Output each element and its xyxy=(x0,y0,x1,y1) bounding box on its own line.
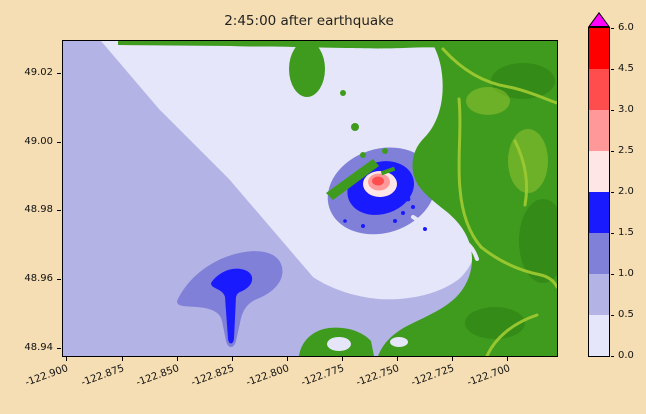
x-tick-label: -122.800 xyxy=(244,363,291,389)
colorbar-tick-mark xyxy=(611,28,614,29)
colorbar-tick-mark xyxy=(611,233,614,234)
colorbar-band xyxy=(589,274,609,315)
colorbar-tick-mark xyxy=(611,274,614,275)
tidal-channel xyxy=(411,215,479,261)
x-tick-mark xyxy=(397,357,399,361)
x-tick-mark xyxy=(452,357,454,361)
colorbar-tick-mark xyxy=(611,315,614,316)
x-tick-label: -122.700 xyxy=(465,363,512,389)
colorbar-tick-mark xyxy=(611,110,614,111)
x-tick-mark xyxy=(231,357,233,361)
colorbar-tick-mark xyxy=(611,69,614,70)
x-tick-label: -122.900 xyxy=(24,363,71,389)
map-svg xyxy=(63,41,557,356)
colorbar-tick-label: 2.5 xyxy=(618,145,634,156)
plot-title: 2:45:00 after earthquake xyxy=(224,13,394,29)
x-tick-label: -122.875 xyxy=(79,363,126,389)
x-tick-mark xyxy=(286,357,288,361)
colorbar-tick-label: 4.5 xyxy=(618,63,634,74)
colorbar-tick-label: 1.0 xyxy=(618,268,634,279)
map-plot-area xyxy=(62,40,558,357)
y-tick-mark xyxy=(57,72,61,74)
x-tick-mark xyxy=(507,357,509,361)
colorbar-band xyxy=(589,315,609,356)
x-tick-mark xyxy=(342,357,344,361)
x-tick-label: -122.775 xyxy=(299,363,346,389)
blue-wave-patch xyxy=(177,251,283,347)
colorbar-band xyxy=(589,233,609,274)
y-tick-mark xyxy=(57,141,61,143)
river-lines xyxy=(441,47,557,356)
colorbar-band xyxy=(589,110,609,151)
colorbar-band xyxy=(589,151,609,192)
x-tick-label: -122.725 xyxy=(410,363,457,389)
y-tick-label: 49.00 xyxy=(24,135,53,147)
colorbar-tick-label: 0.0 xyxy=(618,350,634,361)
colorbar-tick-label: 0.5 xyxy=(618,309,634,320)
x-tick-label: -122.825 xyxy=(189,363,236,389)
colorbar-band xyxy=(589,28,609,69)
x-tick-mark xyxy=(176,357,178,361)
x-tick-mark xyxy=(121,357,123,361)
y-tick-mark xyxy=(57,348,61,350)
y-tick-label: 48.98 xyxy=(24,204,53,216)
x-tick-mark xyxy=(66,357,68,361)
colorbar-tick-label: 2.0 xyxy=(618,186,634,197)
land-shading xyxy=(465,63,557,339)
lagoons xyxy=(327,337,408,351)
colorbar-over-arrow-icon xyxy=(588,12,610,27)
colorbar-tick-mark xyxy=(611,356,614,357)
colorbar-tick-mark xyxy=(611,151,614,152)
x-tick-label: -122.850 xyxy=(134,363,181,389)
y-tick-label: 49.02 xyxy=(24,66,53,78)
bay-water xyxy=(101,41,493,300)
y-tick-mark xyxy=(57,279,61,281)
colorbar-tick-label: 3.0 xyxy=(618,104,634,115)
y-tick-label: 48.94 xyxy=(24,342,53,354)
wave-speckles xyxy=(343,196,427,231)
x-tick-label: -122.750 xyxy=(354,363,401,389)
colorbar-tick-label: 6.0 xyxy=(618,22,634,33)
land-areas xyxy=(118,41,557,356)
y-tick-label: 48.96 xyxy=(24,273,53,285)
colorbar-bands xyxy=(588,27,610,357)
colorbar-band xyxy=(589,192,609,233)
y-tick-mark xyxy=(57,210,61,212)
colorbar-band xyxy=(589,69,609,110)
colorbar-tick-mark xyxy=(611,192,614,193)
colorbar: 0.0 0.5 1.0 1.5 2.0 2.5 3.0 4.5 6.0 xyxy=(588,12,646,361)
colorbar-tick-label: 1.5 xyxy=(618,227,634,238)
